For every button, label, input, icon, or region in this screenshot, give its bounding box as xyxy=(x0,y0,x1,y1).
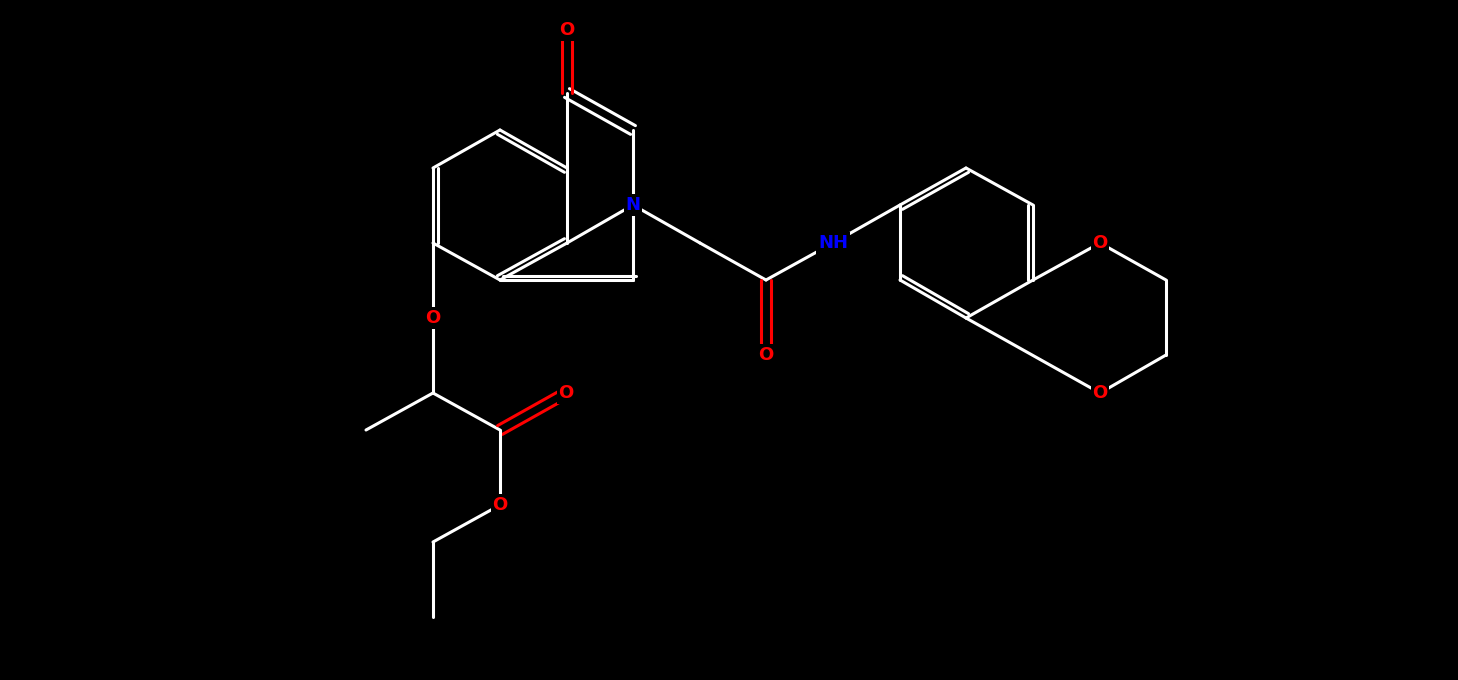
Text: O: O xyxy=(493,496,507,514)
Text: N: N xyxy=(625,196,640,214)
Text: O: O xyxy=(1092,384,1108,402)
Text: O: O xyxy=(426,309,440,327)
Text: NH: NH xyxy=(818,234,849,252)
Text: O: O xyxy=(558,384,573,402)
Text: O: O xyxy=(560,21,574,39)
Text: O: O xyxy=(1092,234,1108,252)
Text: O: O xyxy=(758,346,774,364)
